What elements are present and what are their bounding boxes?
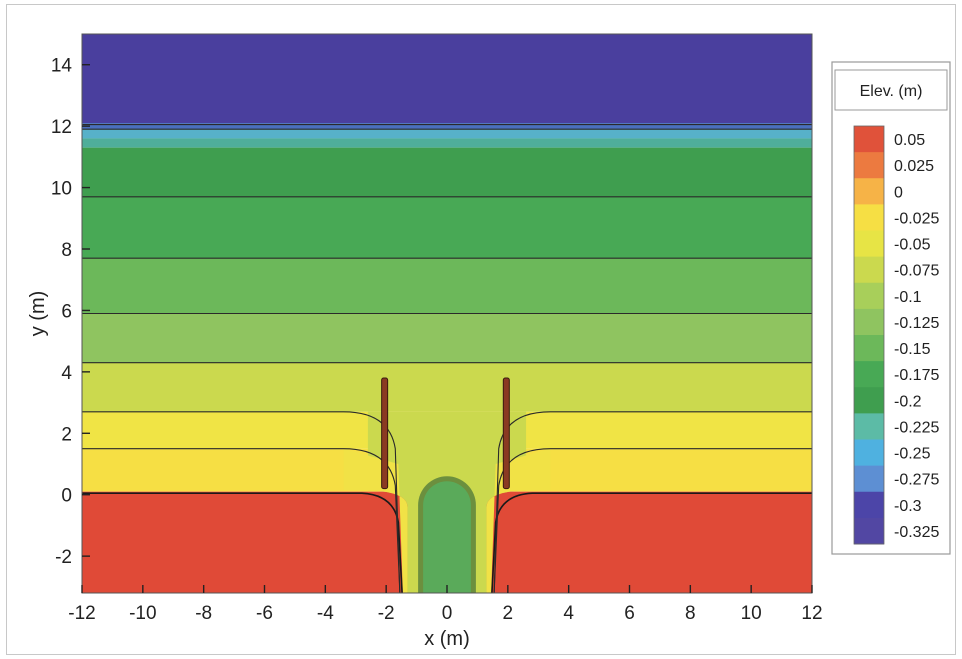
x-tick-label: 0 (442, 603, 453, 624)
y-tick-label: -2 (55, 547, 72, 568)
x-tick-label: 2 (503, 603, 514, 624)
colorbar-swatch (854, 126, 884, 153)
contour-line (82, 448, 401, 593)
land-region (491, 492, 812, 593)
y-tick-label: 4 (61, 363, 72, 384)
colorbar-swatch (854, 282, 884, 310)
y-tick-label: 8 (61, 240, 72, 261)
legend-label: -0.1 (894, 289, 922, 306)
colorbar-swatch (854, 439, 884, 467)
breakwater (381, 377, 389, 490)
legend-label: -0.2 (894, 393, 922, 410)
legend-label: -0.275 (894, 472, 939, 489)
y-tick-label: 12 (51, 117, 72, 138)
contour-band (82, 258, 812, 314)
x-tick-label: -12 (68, 603, 95, 624)
x-tick-label: -2 (378, 603, 395, 624)
land-region (82, 492, 403, 593)
island (423, 481, 471, 593)
x-tick-label: 6 (624, 603, 635, 624)
legend-label: -0.15 (894, 341, 931, 358)
colorbar-swatch (854, 491, 884, 519)
legend-label: -0.125 (894, 315, 939, 332)
x-axis-title: x (m) (424, 628, 470, 650)
transition-zone (486, 448, 551, 593)
contour-line (493, 411, 812, 593)
legend-label: 0.05 (894, 132, 925, 149)
x-tick-label: -6 (256, 603, 273, 624)
axes: -12 -10 -8 -6 -4 -2 0 2 4 6 8 10 12 -2 0 2 4 6 8 10 12 14 (51, 33, 823, 624)
legend-title: Elev. (m) (860, 83, 923, 100)
legend-label: -0.025 (894, 210, 939, 227)
x-tick-label: -4 (317, 603, 334, 624)
y-tick-label: 2 (61, 424, 72, 445)
y-axis-title: y (m) (27, 291, 49, 337)
x-tick-label: 4 (563, 603, 574, 624)
colorbar-swatch (854, 517, 884, 545)
contour-fill (82, 34, 812, 593)
colorbar-legend: Elev. (m) 0.05 0.025 0 -0.025 -0.05 -0.075 -0.… (831, 61, 951, 555)
transition-zone (343, 448, 408, 593)
legend-label: -0.225 (894, 419, 939, 436)
legend-label: 0.025 (894, 158, 934, 175)
colorbar-swatch (854, 387, 884, 414)
y-tick-label: 6 (61, 301, 72, 322)
legend-label: -0.175 (894, 367, 939, 384)
x-tick-label: -10 (129, 603, 156, 624)
colorbar-swatch (854, 465, 884, 493)
colorbar-swatch (854, 361, 884, 388)
legend-label: -0.25 (894, 446, 931, 463)
x-tick-label: 8 (685, 603, 696, 624)
colorbar-swatch (854, 335, 884, 362)
contour-band (82, 147, 812, 197)
legend-label: -0.05 (894, 237, 931, 254)
contour-band (82, 138, 812, 148)
colorbar-swatch (854, 230, 884, 258)
legend-label: -0.325 (894, 524, 939, 541)
legend-box (831, 61, 951, 555)
chart-frame (6, 4, 956, 655)
x-tick-label: 12 (801, 603, 822, 624)
contour-band (82, 34, 812, 124)
x-tick-label: -8 (195, 603, 212, 624)
y-tick-label: 0 (61, 486, 72, 507)
colorbar-swatch (854, 152, 884, 179)
colorbar-swatch (854, 178, 884, 205)
contour-line (493, 448, 812, 593)
colorbar-swatch (854, 413, 884, 440)
contour-line (82, 411, 401, 593)
contour-band (82, 123, 812, 130)
contour-band (82, 313, 812, 363)
plot-area (82, 34, 812, 593)
contour-band (82, 362, 812, 412)
colorbar-border (853, 125, 885, 545)
y-tick-label: 10 (51, 179, 72, 200)
legend-label: -0.075 (894, 263, 939, 280)
y-tick-label: 14 (51, 56, 73, 77)
breakwater (502, 377, 510, 490)
colorbar-swatch (854, 308, 884, 336)
x-tick-label: 10 (741, 603, 762, 624)
legend-label: 0 (894, 184, 903, 201)
contour-band (82, 129, 812, 139)
contour-band (82, 196, 812, 259)
colorbar-swatch (854, 204, 884, 231)
legend-title-box (834, 69, 948, 111)
colorbar-swatch (854, 256, 884, 284)
legend-label: -0.3 (894, 498, 922, 515)
